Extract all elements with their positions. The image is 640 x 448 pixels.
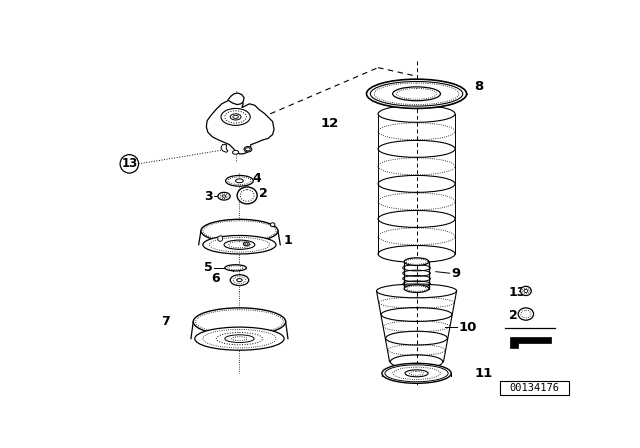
Text: 7: 7 [161, 315, 170, 328]
Ellipse shape [385, 365, 448, 382]
Ellipse shape [243, 242, 250, 246]
Ellipse shape [404, 285, 429, 293]
Text: 5: 5 [204, 261, 212, 274]
Ellipse shape [218, 192, 230, 200]
Ellipse shape [225, 265, 246, 271]
Text: 4: 4 [253, 172, 261, 185]
Text: 13: 13 [121, 157, 138, 170]
Ellipse shape [367, 79, 467, 108]
Text: 1: 1 [284, 233, 292, 246]
Ellipse shape [371, 82, 463, 106]
Text: 9: 9 [451, 267, 460, 280]
Polygon shape [511, 337, 551, 348]
Ellipse shape [221, 108, 250, 125]
Ellipse shape [244, 146, 252, 152]
Text: 10: 10 [459, 321, 477, 334]
Ellipse shape [233, 115, 238, 118]
Circle shape [120, 155, 139, 173]
Polygon shape [221, 145, 228, 152]
Ellipse shape [520, 286, 531, 296]
Ellipse shape [230, 275, 249, 285]
Ellipse shape [382, 363, 451, 383]
Ellipse shape [270, 223, 275, 227]
Ellipse shape [404, 258, 429, 266]
Ellipse shape [518, 308, 534, 320]
Polygon shape [218, 236, 223, 241]
Text: 12: 12 [320, 116, 339, 129]
Text: 13: 13 [509, 286, 526, 299]
Bar [500, 381, 569, 395]
Ellipse shape [203, 236, 276, 254]
Polygon shape [206, 99, 274, 154]
Text: 00134176: 00134176 [509, 383, 559, 393]
Text: 2: 2 [259, 187, 268, 200]
Ellipse shape [201, 220, 278, 242]
Ellipse shape [193, 308, 285, 336]
Text: 8: 8 [474, 80, 484, 93]
Text: 2: 2 [509, 309, 518, 322]
Polygon shape [228, 93, 244, 104]
Text: 6: 6 [212, 272, 220, 285]
Ellipse shape [232, 151, 239, 154]
Ellipse shape [225, 176, 253, 186]
Text: 3: 3 [205, 190, 213, 202]
Ellipse shape [393, 87, 440, 101]
Ellipse shape [195, 327, 284, 350]
Ellipse shape [237, 187, 257, 204]
Ellipse shape [224, 240, 255, 250]
Text: 11: 11 [474, 367, 493, 380]
